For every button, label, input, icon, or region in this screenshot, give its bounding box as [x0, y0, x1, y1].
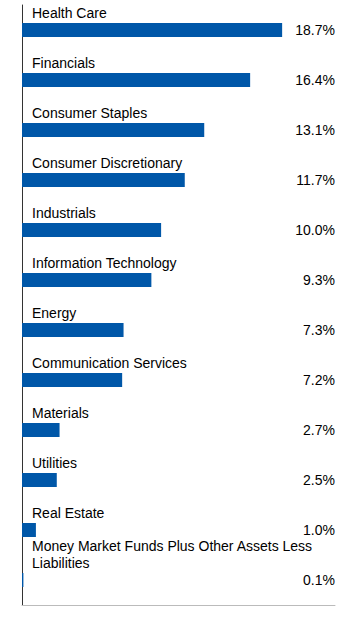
- svg-text:Money Market Funds Plus Other: Money Market Funds Plus Other Assets Les…: [32, 538, 316, 554]
- svg-text:Consumer Staples: Consumer Staples: [32, 105, 147, 121]
- svg-text:7.2%: 7.2%: [303, 372, 335, 388]
- svg-text:Financials: Financials: [32, 55, 95, 71]
- svg-text:11.7%: 11.7%: [296, 172, 335, 188]
- svg-text:16.4%: 16.4%: [295, 72, 335, 88]
- svg-text:Information Technology: Information Technology: [32, 255, 177, 271]
- svg-text:Industrials: Industrials: [32, 205, 96, 221]
- svg-text:Liabilities: Liabilities: [32, 555, 90, 571]
- svg-text:Energy: Energy: [32, 305, 76, 321]
- svg-text:9.3%: 9.3%: [303, 272, 335, 288]
- svg-text:0.1%: 0.1%: [303, 572, 335, 588]
- svg-text:Consumer Discretionary: Consumer Discretionary: [32, 155, 182, 171]
- svg-text:7.3%: 7.3%: [303, 322, 335, 338]
- svg-text:Health Care: Health Care: [32, 5, 107, 21]
- svg-text:2.5%: 2.5%: [303, 472, 335, 488]
- svg-text:Real Estate: Real Estate: [32, 505, 105, 521]
- svg-text:Utilities: Utilities: [32, 455, 77, 471]
- svg-text:2.7%: 2.7%: [303, 422, 335, 438]
- svg-text:13.1%: 13.1%: [295, 122, 335, 138]
- svg-text:Communication Services: Communication Services: [32, 355, 187, 371]
- svg-text:1.0%: 1.0%: [303, 522, 335, 538]
- svg-text:18.7%: 18.7%: [295, 22, 335, 38]
- svg-text:Materials: Materials: [32, 405, 89, 421]
- svg-text:10.0%: 10.0%: [295, 222, 335, 238]
